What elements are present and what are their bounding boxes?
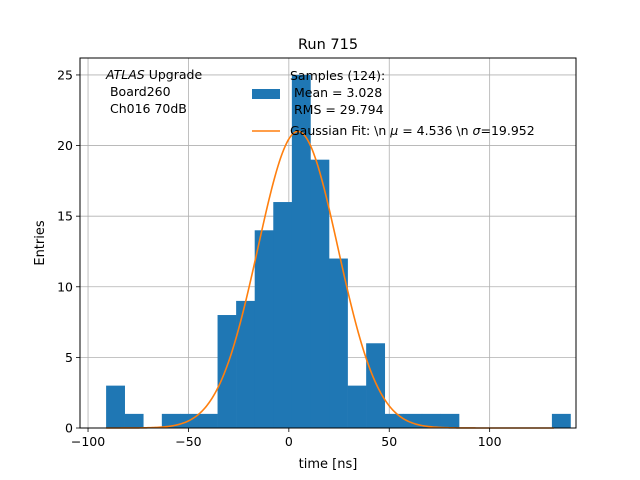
histogram-bar [310, 159, 330, 428]
histogram-bar [198, 413, 218, 428]
x-tick-label: −50 [175, 434, 201, 449]
histogram-bar [551, 413, 571, 428]
histogram-bar [347, 385, 367, 428]
legend-fit-mid: = 4.536 \n [398, 123, 472, 138]
x-tick-label: 100 [478, 434, 502, 449]
y-tick-label: 10 [57, 279, 73, 294]
histogram-bar [366, 343, 386, 428]
histogram-bar [217, 315, 237, 428]
y-tick-label: 20 [57, 138, 73, 153]
legend-fit-pre: Gaussian Fit: \n [290, 123, 390, 138]
atlas-annotation: ATLAS Upgrade Board260 Ch016 70dB [105, 67, 202, 116]
legend-fit-post: =19.952 [480, 123, 534, 138]
annotation-line-3: Ch016 70dB [106, 101, 187, 116]
x-axis-ticks: −100 −50 0 50 100 [71, 428, 502, 449]
histogram-bar [106, 385, 125, 428]
legend-fit-sigma: σ [473, 123, 482, 138]
annotation-line-2: Board260 [106, 84, 171, 99]
annotation-atlas: ATLAS [105, 67, 145, 82]
histogram-bars [106, 74, 571, 428]
y-axis-ticks: 0 5 10 15 20 25 [57, 67, 80, 436]
y-tick-label: 5 [65, 350, 73, 365]
y-tick-label: 0 [65, 421, 73, 436]
plot-frame [79, 57, 577, 429]
x-tick-label: 0 [285, 434, 293, 449]
legend-fit-mu: μ [389, 123, 398, 138]
legend-fit-label: Gaussian Fit: \n μ = 4.536 \n σ=19.952 [290, 123, 535, 138]
legend-samples-swatch [252, 89, 280, 99]
histogram-bar [254, 230, 274, 428]
y-tick-label: 25 [57, 67, 73, 82]
x-tick-label: −100 [71, 434, 105, 449]
histogram-bar [124, 413, 144, 428]
histogram-bar [329, 258, 348, 428]
histogram-bar [421, 413, 441, 428]
histogram-bar [291, 74, 311, 428]
y-tick-label: 15 [57, 209, 73, 224]
x-tick-label: 50 [381, 434, 397, 449]
annotation-upgrade: Upgrade [145, 67, 203, 82]
chart-title: Run 715 [298, 37, 358, 53]
histogram-bar [236, 300, 256, 428]
histogram-bar [273, 202, 293, 428]
annotation-line-1: ATLAS Upgrade [105, 67, 202, 82]
legend-samples-line-2: Mean = 3.028 [290, 85, 382, 100]
legend: Samples (124): Mean = 3.028 RMS = 29.794… [252, 68, 535, 138]
histogram-bar [440, 413, 460, 428]
y-axis-label: Entries [33, 220, 48, 266]
histogram-bar [384, 413, 404, 428]
x-axis-label: time [ns] [299, 457, 358, 472]
legend-samples-line-1: Samples (124): [290, 68, 385, 83]
legend-samples-line-3: RMS = 29.794 [290, 102, 384, 117]
